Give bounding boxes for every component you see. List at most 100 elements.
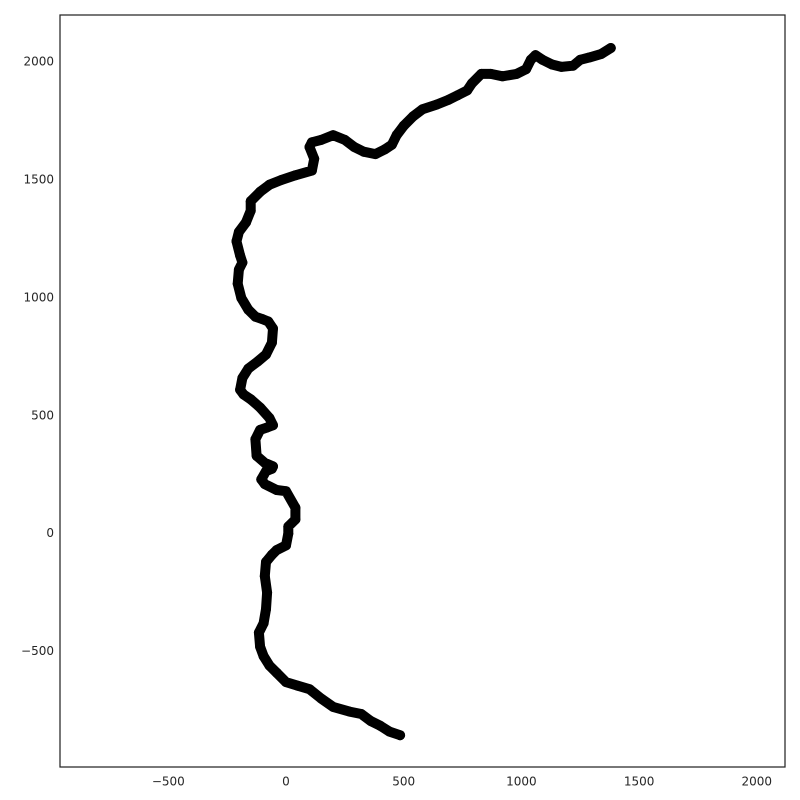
data-point bbox=[245, 394, 256, 405]
data-point bbox=[584, 52, 595, 63]
data-point bbox=[235, 384, 246, 395]
x-tick-label: 500 bbox=[392, 775, 415, 789]
data-point bbox=[384, 726, 395, 737]
data-point bbox=[395, 730, 406, 741]
data-point bbox=[243, 363, 254, 374]
data-point bbox=[339, 134, 350, 145]
data-point bbox=[258, 618, 269, 629]
data-point bbox=[261, 556, 271, 567]
y-tick-label: 0 bbox=[46, 526, 54, 540]
data-point bbox=[232, 278, 243, 289]
data-point bbox=[328, 130, 339, 141]
data-point bbox=[259, 571, 270, 582]
data-point bbox=[245, 196, 256, 207]
data-point bbox=[256, 474, 267, 485]
data-point bbox=[261, 349, 271, 360]
data-point bbox=[271, 485, 282, 495]
data-point bbox=[521, 64, 532, 75]
data-point bbox=[511, 68, 522, 79]
x-tick-label: 1500 bbox=[624, 775, 655, 789]
data-point bbox=[255, 186, 266, 197]
data-point bbox=[276, 175, 287, 185]
data-point bbox=[271, 667, 282, 678]
data-point bbox=[349, 142, 360, 152]
data-point bbox=[497, 71, 508, 82]
data-points bbox=[231, 43, 616, 741]
data-point bbox=[398, 120, 409, 131]
data-point bbox=[408, 111, 419, 122]
data-point bbox=[391, 130, 402, 141]
data-point bbox=[306, 137, 317, 148]
data-point bbox=[266, 337, 277, 348]
data-point bbox=[259, 457, 270, 468]
data-point bbox=[281, 486, 291, 497]
x-tick-label: 0 bbox=[282, 775, 290, 789]
data-point bbox=[264, 413, 275, 424]
data-point bbox=[235, 250, 246, 261]
data-point bbox=[292, 680, 303, 691]
data-point bbox=[255, 641, 266, 652]
data-point bbox=[271, 545, 282, 556]
data-point bbox=[466, 78, 477, 89]
data-point bbox=[462, 85, 473, 96]
y-tick-label: 2000 bbox=[23, 55, 54, 69]
data-point bbox=[356, 709, 367, 719]
data-point bbox=[605, 43, 616, 53]
data-point bbox=[253, 627, 264, 638]
data-point bbox=[358, 146, 369, 157]
data-point bbox=[250, 311, 261, 322]
data-point bbox=[290, 170, 301, 181]
y-tick-label: −500 bbox=[21, 644, 54, 658]
data-point bbox=[268, 461, 278, 472]
data-point bbox=[251, 450, 262, 461]
data-trace-line bbox=[231, 43, 616, 741]
data-point bbox=[316, 134, 327, 145]
data-point bbox=[556, 61, 567, 72]
data-point bbox=[245, 205, 256, 216]
data-point bbox=[250, 434, 261, 445]
data-point bbox=[417, 104, 428, 115]
data-point bbox=[379, 144, 390, 155]
data-point bbox=[241, 217, 251, 228]
data-point bbox=[304, 684, 315, 695]
data-point bbox=[568, 60, 579, 71]
data-point bbox=[476, 68, 487, 79]
plot-frame bbox=[59, 14, 786, 768]
data-point bbox=[370, 149, 381, 160]
data-point bbox=[233, 226, 244, 237]
data-point bbox=[283, 521, 294, 532]
y-tick-label: 1000 bbox=[23, 290, 54, 304]
x-axis-ticks: −500 0 500 1000 1500 2000 bbox=[152, 775, 772, 789]
y-tick-label: 500 bbox=[31, 408, 54, 422]
data-point bbox=[309, 153, 320, 164]
y-tick-label: 1500 bbox=[23, 173, 54, 187]
data-point bbox=[431, 99, 442, 110]
data-point bbox=[290, 514, 301, 525]
data-point bbox=[316, 693, 327, 704]
data-point bbox=[547, 59, 557, 70]
x-tick-label: 2000 bbox=[742, 775, 773, 789]
data-point bbox=[344, 706, 355, 717]
data-point bbox=[530, 50, 541, 61]
x-tick-label: 1000 bbox=[506, 775, 537, 789]
data-point bbox=[243, 304, 254, 315]
data-point bbox=[452, 90, 463, 101]
data-point bbox=[264, 179, 275, 190]
x-tick-label: −500 bbox=[152, 775, 185, 789]
data-point bbox=[365, 716, 376, 726]
data-point bbox=[485, 68, 496, 79]
data-point bbox=[252, 356, 263, 367]
data-point bbox=[283, 528, 294, 539]
data-point bbox=[596, 48, 607, 59]
data-point bbox=[306, 165, 317, 176]
data-point bbox=[386, 139, 397, 150]
data-point bbox=[268, 323, 278, 334]
data-point bbox=[236, 292, 247, 303]
data-point bbox=[261, 604, 271, 615]
data-point bbox=[375, 720, 386, 731]
data-point bbox=[328, 701, 339, 712]
data-point bbox=[443, 94, 454, 105]
data-point bbox=[290, 502, 301, 513]
data-point bbox=[231, 236, 242, 247]
